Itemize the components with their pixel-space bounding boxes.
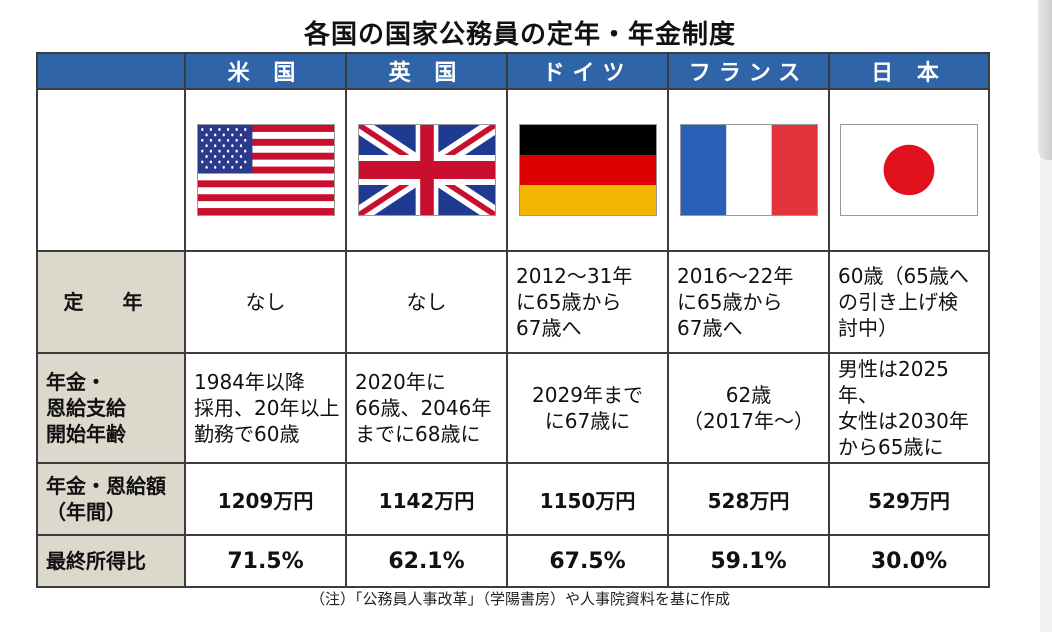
country-header-uk: 英 国 — [345, 52, 508, 90]
cell-text: 勤務で60歳 — [194, 422, 300, 446]
cell-text: 2020年に — [355, 370, 446, 394]
cell-text: 男性は2025年、 — [838, 357, 949, 407]
row-retirement-age: 定 年 なし なし 2012～31年 に65歳から 67歳へ 2016～22年 … — [36, 250, 990, 354]
income-ratio-uk: 62.1% — [345, 534, 508, 588]
country-header-germany: ドイツ — [506, 52, 669, 90]
row-label-final-income-ratio: 最終所得比 — [36, 534, 186, 588]
cell-text: に67歳に — [544, 409, 631, 433]
flag-cell-germany — [506, 88, 669, 252]
us-flag-icon — [196, 124, 335, 216]
cell-text: 62歳 — [725, 383, 772, 407]
pension-amount-uk: 1142万円 — [345, 462, 508, 536]
row-label-text: 開始年齢 — [46, 422, 126, 446]
page-edge-shadow — [1038, 0, 1052, 160]
flag-cell-us — [184, 88, 347, 252]
pension-amount-us: 1209万円 — [184, 462, 347, 536]
retirement-age-france: 2016～22年 に65歳から 67歳へ — [667, 250, 830, 354]
flag-cell-uk — [345, 88, 508, 252]
row-label-retirement-age: 定 年 — [36, 250, 186, 354]
income-ratio-france: 59.1% — [667, 534, 830, 588]
cell-text: 1984年以降 — [194, 370, 305, 394]
row-pension-start-age: 年金・ 恩給支給 開始年齢 1984年以降 採用、20年以上 勤務で60歳 20… — [36, 352, 990, 464]
retirement-age-uk: なし — [345, 250, 508, 354]
row-pension-amount: 年金・恩給額 （年間） 1209万円 1142万円 1150万円 528万円 5… — [36, 462, 990, 536]
cell-text: 60歳（65歳へ — [838, 264, 969, 288]
row-label-text: 年金・恩給額 — [46, 474, 166, 498]
row-label-text: 恩給支給 — [46, 396, 126, 420]
japan-flag-icon — [840, 124, 978, 216]
pension-start-germany: 2029年まで に67歳に — [506, 352, 669, 464]
income-ratio-japan: 30.0% — [828, 534, 990, 588]
header-corner — [36, 52, 186, 90]
retirement-age-germany: 2012～31年 に65歳から 67歳へ — [506, 250, 669, 354]
row-label-pension-start-age: 年金・ 恩給支給 開始年齢 — [36, 352, 186, 464]
country-header-row: 米 国 英 国 ドイツ フランス 日 本 — [36, 52, 990, 90]
cell-text: 女性は2030年 — [838, 409, 969, 433]
cell-text: 67歳へ — [677, 316, 743, 340]
france-flag-icon — [679, 124, 818, 216]
germany-flag-icon — [518, 124, 657, 216]
flag-row-label — [36, 88, 186, 252]
cell-text: （2017年～） — [683, 409, 814, 433]
row-label-text: （年間） — [46, 500, 126, 524]
uk-flag-icon — [357, 124, 496, 216]
cell-text: 67歳へ — [516, 316, 582, 340]
retirement-age-japan: 60歳（65歳へ の引き上げ検 討中） — [828, 250, 990, 354]
country-header-us: 米 国 — [184, 52, 347, 90]
comparison-table: 米 国 英 国 ドイツ フランス 日 本 — [36, 52, 990, 588]
cell-text: 採用、20年以上 — [194, 396, 340, 420]
flag-cell-japan — [828, 88, 990, 252]
cell-text: から65歳に — [838, 435, 944, 459]
income-ratio-us: 71.5% — [184, 534, 347, 588]
pension-start-japan: 男性は2025年、 女性は2030年 から65歳に — [828, 352, 990, 464]
flag-cell-france — [667, 88, 830, 252]
cell-text: までに68歳に — [355, 422, 481, 446]
pension-amount-japan: 529万円 — [828, 462, 990, 536]
cell-text: 2016～22年 — [677, 264, 794, 288]
country-header-france: フランス — [667, 52, 830, 90]
cell-text: の引き上げ検 — [838, 290, 958, 314]
cell-text: 66歳、2046年 — [355, 396, 492, 420]
country-header-japan: 日 本 — [828, 52, 990, 90]
row-label-text: 年金・ — [46, 370, 106, 394]
page-title: 各国の国家公務員の定年・年金制度 — [303, 20, 736, 50]
pension-amount-france: 528万円 — [667, 462, 830, 536]
row-final-income-ratio: 最終所得比 71.5% 62.1% 67.5% 59.1% 30.0% — [36, 534, 990, 588]
cell-text: 2029年まで — [532, 383, 643, 407]
cell-text: なし — [245, 290, 286, 314]
retirement-age-us: なし — [184, 250, 347, 354]
cell-text: なし — [406, 290, 447, 314]
cell-text: 討中） — [838, 316, 898, 340]
income-ratio-germany: 67.5% — [506, 534, 669, 588]
pension-start-uk: 2020年に 66歳、2046年 までに68歳に — [345, 352, 508, 464]
source-note: （注）「公務員人事改革」（学陽書房）や人事院資料を基に作成 — [309, 590, 730, 608]
pension-amount-germany: 1150万円 — [506, 462, 669, 536]
cell-text: に65歳から — [516, 290, 622, 314]
pension-start-france: 62歳 （2017年～） — [667, 352, 830, 464]
cell-text: 2012～31年 — [516, 264, 633, 288]
row-label-pension-amount: 年金・恩給額 （年間） — [36, 462, 186, 536]
flag-row — [36, 88, 990, 252]
pension-start-us: 1984年以降 採用、20年以上 勤務で60歳 — [184, 352, 347, 464]
cell-text: に65歳から — [677, 290, 783, 314]
